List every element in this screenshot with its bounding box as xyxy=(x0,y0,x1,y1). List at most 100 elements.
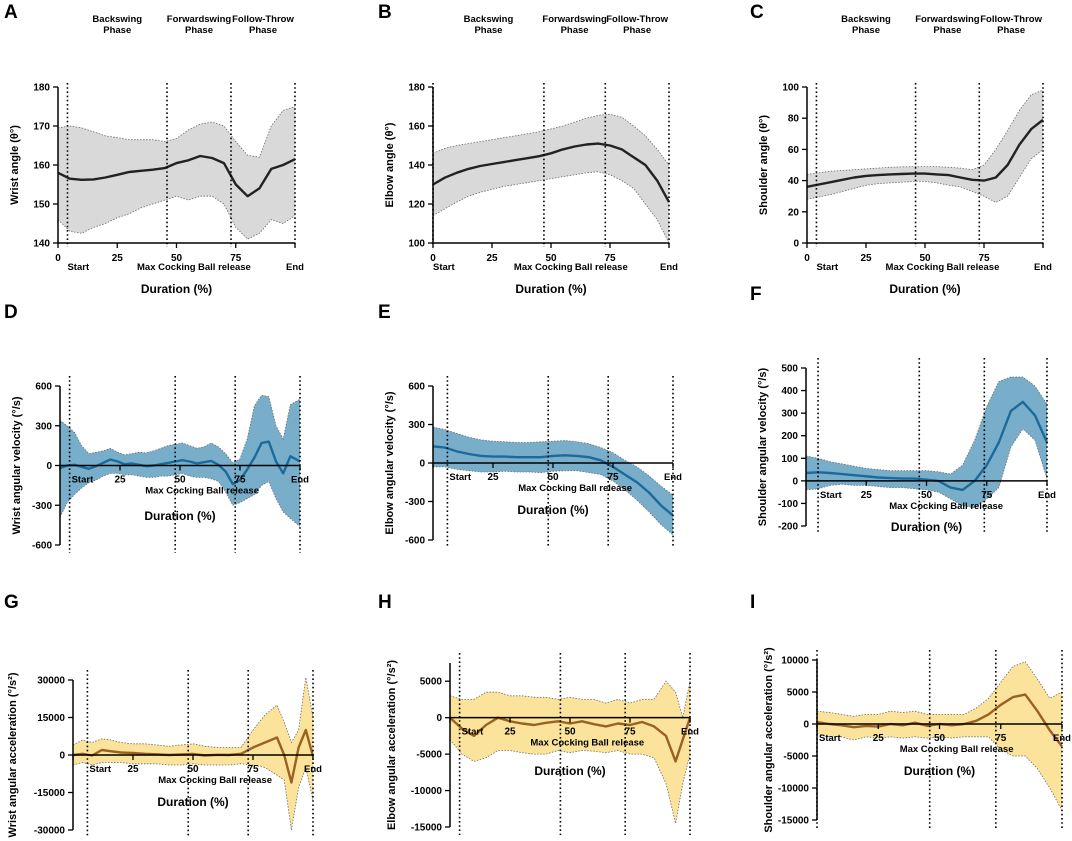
sd-lower-edge xyxy=(57,195,296,240)
x-tick-label: 50 xyxy=(921,490,933,501)
event-label-end: End xyxy=(1038,490,1056,501)
event-label-max-cocking: Max Cocking xyxy=(518,483,577,494)
x-axis-title: Duration (%) xyxy=(534,764,605,778)
y-tick-label: 400 xyxy=(781,386,798,397)
event-label-max-cocking: Max Cocking xyxy=(514,262,573,273)
y-tick-label: 0 xyxy=(803,720,809,731)
event-label-start: Start xyxy=(819,733,841,744)
event-label-ball-release: Ball release xyxy=(961,744,1014,755)
y-tick-label: 180 xyxy=(408,83,425,94)
event-label-start: Start xyxy=(72,475,94,486)
x-tick-label: 25 xyxy=(861,490,873,501)
y-tick-label: 100 xyxy=(782,83,799,94)
event-label-start: Start xyxy=(462,727,484,738)
panel-d: D -600 -300 0 300 600 Wrist angular velocity (… xyxy=(4,302,309,553)
y-tick-label: 100 xyxy=(408,239,425,250)
x-axis-title: Duration (%) xyxy=(517,503,588,517)
event-label-max-cocking: Max Cocking xyxy=(900,744,959,755)
event-label-max-cocking: Max Cocking xyxy=(889,501,948,512)
y-tick-label: -600 xyxy=(405,536,425,547)
sd-upper-edge xyxy=(432,426,674,496)
event-label-ball-release: Ball release xyxy=(579,483,632,494)
x-axis-title: Duration (%) xyxy=(904,764,975,778)
x-tick-label: 75 xyxy=(624,727,636,738)
panel-letter: I xyxy=(750,592,755,613)
x-tick-label: 50 xyxy=(919,253,931,264)
y-tick-label: 600 xyxy=(408,382,425,393)
mean-line xyxy=(449,716,692,763)
event-label-ball-release: Ball release xyxy=(206,486,259,497)
event-label-ball-release: Ball release xyxy=(950,501,1003,512)
event-label-max-cocking: Max Cocking xyxy=(145,486,204,497)
event-label-max-cocking: Max Cocking xyxy=(530,738,589,749)
sd-lower-edge xyxy=(432,171,670,244)
event-label-start: Start xyxy=(449,472,471,483)
y-tick-label: -10000 xyxy=(411,786,443,797)
y-tick-label: 5000 xyxy=(787,688,810,699)
y-tick-label: -300 xyxy=(32,501,52,512)
panel-e: E -600 -300 0 300 600 Elbow angular velocity (… xyxy=(378,302,682,548)
phase-label: Backswing Phase xyxy=(464,14,514,36)
y-tick-label: 0 xyxy=(792,476,798,487)
x-tick-label: 0 xyxy=(804,253,810,264)
panel-letter: H xyxy=(378,592,392,613)
y-tick-label: 10000 xyxy=(781,656,809,667)
y-tick-label: 300 xyxy=(781,409,798,420)
panel-letter: A xyxy=(4,2,18,23)
sd-lower-edge xyxy=(805,428,1048,509)
y-axis-title: Wrist angular acceleration (°/s²) xyxy=(7,672,19,837)
y-tick-label: 60 xyxy=(788,145,800,156)
x-axis-title: Duration (%) xyxy=(889,282,960,296)
event-label-max-cocking: Max Cocking xyxy=(158,775,217,786)
x-axis-title: Duration (%) xyxy=(141,282,212,296)
x-axis-title: Duration (%) xyxy=(144,509,215,523)
panel-letter: F xyxy=(750,284,762,305)
phase-label: Follow-Throw Phase xyxy=(980,14,1042,36)
x-tick-label: 50 xyxy=(171,253,183,264)
event-label-end: End xyxy=(304,764,322,775)
mean-line xyxy=(432,445,674,517)
event-label-ball-release: Ball release xyxy=(198,262,251,273)
y-tick-label: 20 xyxy=(788,207,800,218)
event-label-ball-release: Ball release xyxy=(947,262,1000,273)
sd-upper-edge xyxy=(816,661,1063,717)
y-tick-label: -5000 xyxy=(783,752,809,763)
x-tick-label: 25 xyxy=(487,472,499,483)
y-tick-label: 150 xyxy=(33,200,50,211)
x-tick-label: 0 xyxy=(55,253,61,264)
y-axis-title: Wrist angle (θ°) xyxy=(9,125,21,205)
panel-c: C Backswing Phase Forwardswing PhaseFollow-T… xyxy=(750,2,1052,296)
x-tick-label: 75 xyxy=(230,253,242,264)
y-tick-label: 160 xyxy=(33,161,50,172)
panel-a: A Backswing Phase Forwardswing PhaseFollow-T… xyxy=(4,2,304,296)
event-label-end: End xyxy=(664,472,682,483)
y-tick-label: 0 xyxy=(793,239,799,250)
sd-upper-edge xyxy=(449,680,691,718)
x-tick-label: 50 xyxy=(564,727,576,738)
y-tick-label: 40 xyxy=(788,176,800,187)
x-tick-label: 0 xyxy=(430,253,436,264)
mean-line xyxy=(57,154,296,198)
y-tick-label: -200 xyxy=(778,522,798,533)
sd-lower-edge xyxy=(72,762,314,831)
x-tick-label: 75 xyxy=(234,475,246,486)
sd-band xyxy=(433,114,669,243)
y-tick-label: 100 xyxy=(781,454,798,465)
x-tick-label: 75 xyxy=(981,490,993,501)
y-tick-label: -15000 xyxy=(411,823,443,834)
x-tick-label: 25 xyxy=(860,253,872,264)
y-tick-label: -30000 xyxy=(34,826,66,837)
y-tick-label: 0 xyxy=(59,751,65,762)
y-tick-label: 0 xyxy=(46,461,52,472)
sd-upper-edge xyxy=(805,376,1048,475)
sd-lower-edge xyxy=(433,466,674,536)
y-axis-title: Elbow angular acceleration (°/s²) xyxy=(386,660,398,830)
sd-lower-edge xyxy=(59,472,301,527)
event-label-start: Start xyxy=(820,490,842,501)
y-tick-label: 600 xyxy=(35,382,52,393)
phase-label: Backswing Phase xyxy=(92,14,142,36)
y-tick-label: 180 xyxy=(33,83,50,94)
panel-letter: B xyxy=(378,2,392,23)
x-tick-label: 75 xyxy=(247,764,259,775)
